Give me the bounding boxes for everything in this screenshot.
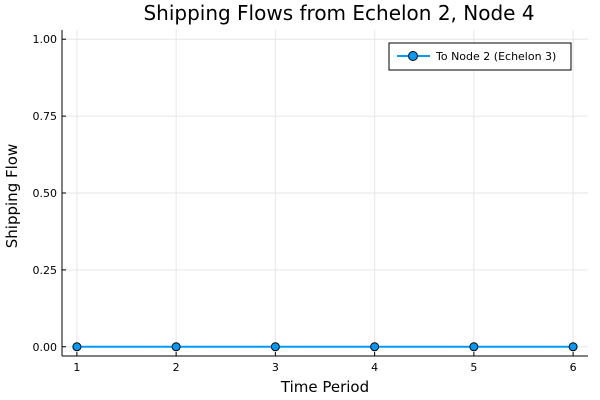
data-point (171, 342, 181, 352)
legend: To Node 2 (Echelon 3) (388, 42, 572, 71)
x-tick-labels: 1 2 3 4 5 6 (73, 361, 576, 374)
x-tick-label: 4 (371, 361, 378, 374)
axes (61, 30, 588, 357)
x-tick-label: 2 (173, 361, 180, 374)
y-tick-labels: 0.00 0.25 0.50 0.75 1.00 (33, 33, 58, 354)
grid (62, 30, 588, 356)
y-tick-label: 0.25 (33, 264, 58, 277)
x-tick-label: 1 (73, 361, 80, 374)
y-tick-label: 0.00 (33, 341, 58, 354)
data-point (568, 342, 578, 352)
x-tick-label: 3 (272, 361, 279, 374)
data-point (270, 342, 280, 352)
y-tick-label: 0.50 (33, 187, 58, 200)
chart-title: Shipping Flows from Echelon 2, Node 4 (143, 1, 534, 25)
x-tick-label: 6 (570, 361, 577, 374)
plot-area (72, 342, 578, 352)
data-point (370, 342, 380, 352)
data-point (72, 342, 82, 352)
x-axis-label: Time Period (280, 378, 369, 396)
data-point (469, 342, 479, 352)
y-tick-label: 1.00 (33, 33, 58, 46)
legend-marker-swatch (408, 51, 418, 61)
y-tick-label: 0.75 (33, 110, 58, 123)
legend-label: To Node 2 (Echelon 3) (435, 50, 556, 63)
x-tick-label: 5 (470, 361, 477, 374)
y-axis-label: Shipping Flow (3, 144, 21, 248)
